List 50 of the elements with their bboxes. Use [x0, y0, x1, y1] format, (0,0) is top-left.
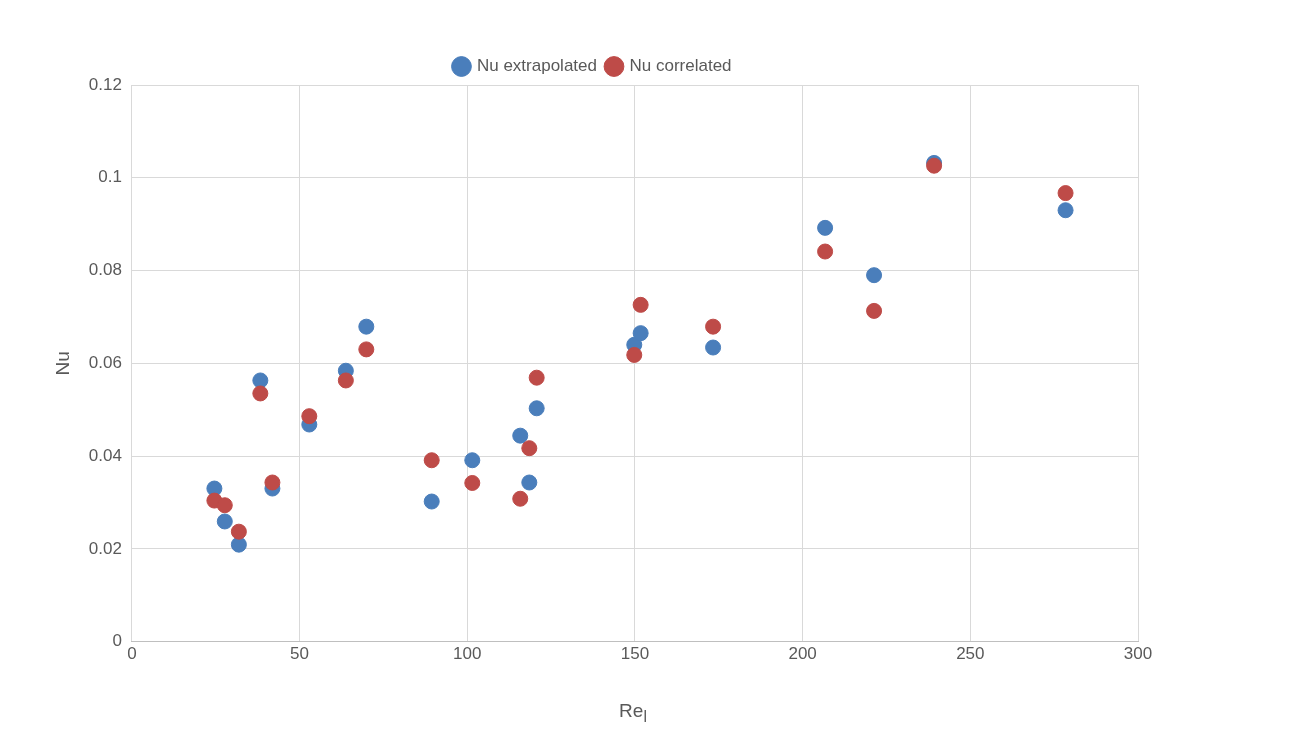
- legend-label: Nu extrapolated: [476, 56, 597, 76]
- y-tick-label: 0: [112, 631, 122, 651]
- point: [1057, 202, 1074, 219]
- point: [216, 497, 233, 514]
- point: [866, 302, 883, 319]
- point: [521, 440, 538, 457]
- y-axis-title: Nu: [51, 351, 73, 376]
- x-tick-label: 50: [290, 644, 310, 664]
- x-tick-label: 150: [620, 644, 650, 664]
- x-tick-label: 100: [453, 644, 482, 664]
- point: [337, 372, 354, 389]
- point: [230, 523, 247, 540]
- point: [423, 493, 440, 510]
- x-tick-label: 0: [127, 644, 137, 664]
- y-tick-label: 0.1: [98, 167, 122, 187]
- point: [423, 452, 440, 469]
- point: [626, 346, 643, 363]
- point: [1057, 185, 1074, 202]
- point: [866, 267, 883, 284]
- point: [521, 474, 538, 491]
- legend-label: Nu correlated: [629, 56, 732, 76]
- point: [632, 296, 649, 313]
- x-tick-label: 200: [788, 644, 817, 664]
- point: [705, 318, 722, 335]
- point: [512, 490, 529, 507]
- point: [358, 318, 375, 335]
- point: [528, 369, 545, 386]
- point: [528, 400, 545, 417]
- y-tick-label: 0.12: [88, 74, 122, 94]
- point: [464, 452, 481, 469]
- point: [512, 427, 529, 444]
- point: [301, 408, 318, 425]
- point: [632, 325, 649, 342]
- point: [230, 536, 247, 553]
- point: [252, 385, 269, 402]
- y-tick-label: 0.04: [88, 445, 122, 465]
- point: [264, 474, 281, 491]
- x-axis-title: Re$_{l}$: [618, 700, 648, 726]
- point: [358, 341, 375, 358]
- y-tick-label: 0.06: [88, 352, 122, 372]
- point: [216, 513, 233, 530]
- y-tick-label: 0.08: [88, 260, 122, 280]
- point: [252, 372, 269, 389]
- point: [817, 219, 834, 236]
- point: [817, 243, 834, 260]
- x-tick-label: 250: [956, 644, 985, 664]
- x-tick-label: 300: [1123, 644, 1153, 664]
- y-tick-label: 0.02: [88, 538, 122, 558]
- point: [464, 474, 481, 491]
- point: [705, 339, 722, 356]
